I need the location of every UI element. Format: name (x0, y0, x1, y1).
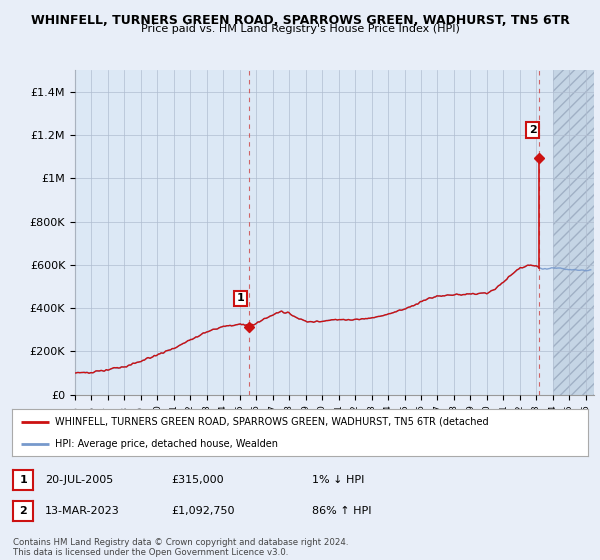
Text: Price paid vs. HM Land Registry's House Price Index (HPI): Price paid vs. HM Land Registry's House … (140, 24, 460, 34)
Text: 1: 1 (237, 293, 244, 304)
Text: 13-MAR-2023: 13-MAR-2023 (45, 506, 120, 516)
Text: WHINFELL, TURNERS GREEN ROAD, SPARROWS GREEN, WADHURST, TN5 6TR: WHINFELL, TURNERS GREEN ROAD, SPARROWS G… (31, 14, 569, 27)
Bar (553, 70, 594, 395)
Text: £315,000: £315,000 (171, 475, 224, 485)
Text: £1,092,750: £1,092,750 (171, 506, 235, 516)
Text: 2: 2 (19, 506, 27, 516)
Text: 2: 2 (529, 125, 536, 135)
Text: 1: 1 (19, 475, 27, 485)
Text: 1% ↓ HPI: 1% ↓ HPI (312, 475, 364, 485)
Text: 20-JUL-2005: 20-JUL-2005 (45, 475, 113, 485)
Text: HPI: Average price, detached house, Wealden: HPI: Average price, detached house, Weal… (55, 438, 278, 449)
Text: 86% ↑ HPI: 86% ↑ HPI (312, 506, 371, 516)
Text: Contains HM Land Registry data © Crown copyright and database right 2024.
This d: Contains HM Land Registry data © Crown c… (13, 538, 349, 557)
Text: WHINFELL, TURNERS GREEN ROAD, SPARROWS GREEN, WADHURST, TN5 6TR (detached: WHINFELL, TURNERS GREEN ROAD, SPARROWS G… (55, 417, 489, 427)
